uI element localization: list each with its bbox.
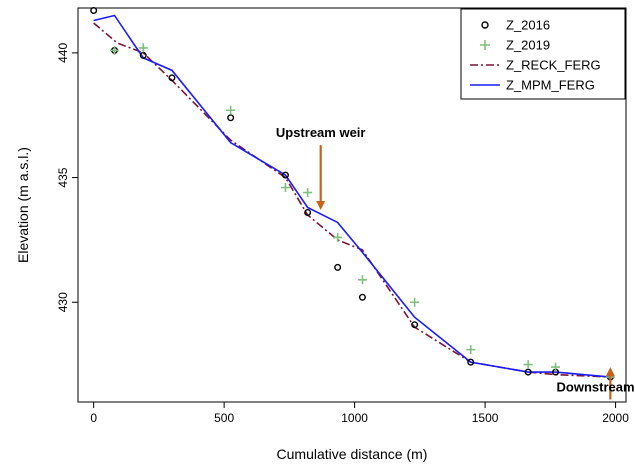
x-tick-label: 0 [90,411,97,425]
data-point-z-2016 [467,358,475,366]
data-point-z-2016 [281,171,289,179]
data-point-z-2019 [110,45,120,55]
x-axis-title: Cumulative distance (m) [277,446,428,462]
annotations: Upstream weir Downstream weir [276,125,635,400]
x-tick-label: 500 [214,411,234,425]
x-axis: 0 500 1000 1500 2000 [90,402,629,425]
y-axis: 430 435 440 [56,43,78,312]
data-point-z-2016 [524,368,532,376]
data-point-z-2016 [90,6,98,14]
data-point-z-2019 [333,232,343,242]
data-point-z-2019 [466,345,476,355]
legend-marker-z-2019 [480,40,490,50]
legend-label-z-mpm-ferg: Z_MPM_FERG [506,78,595,93]
data-point-z-2019 [357,275,367,285]
x-tick-label: 1000 [341,411,368,425]
series-lines [93,14,611,378]
data-point-z-2016 [358,293,366,301]
data-point-z-2019 [226,105,236,115]
data-point-z-2019 [410,297,420,307]
data-point-z-2016 [168,74,176,82]
data-point-z-2016 [304,208,312,216]
data-point-z-2016 [411,321,419,329]
annotation-label-downstream-weir: Downstream weir [557,380,635,395]
legend-label-z-reck-ferg: Z_RECK_FERG [506,58,601,73]
legend-label-z-2019: Z_2019 [506,38,550,53]
x-tick-label: 2000 [602,411,629,425]
annotation-arrow-head [605,367,615,377]
data-point-z-2019 [551,362,561,372]
series-points [90,6,615,382]
data-point-z-2019 [138,43,148,53]
y-tick-label: 440 [56,43,70,63]
data-point-z-2016 [227,114,235,122]
data-point-z-2016 [334,263,342,271]
data-point-z-2019 [280,183,290,193]
y-axis-title: Elevation (m a.s.l.) [15,147,31,263]
series-line-z-mpm-ferg [93,14,611,378]
plot-frame [77,7,627,403]
data-point-z-2019 [523,360,533,370]
y-tick-label: 435 [56,167,70,187]
annotation-label-upstream-weir: Upstream weir [276,125,366,140]
data-point-z-2016 [139,51,147,59]
x-tick-label: 1500 [472,411,499,425]
legend: Z_2016 Z_2019 Z_RECK_FERG Z_MPM_FERG [460,8,626,100]
legend-marker-z-2016 [481,21,489,29]
y-tick-label: 430 [56,292,70,312]
data-point-z-2019 [303,188,313,198]
legend-label-z-2016: Z_2016 [506,18,550,33]
annotation-arrow-head [316,200,326,210]
